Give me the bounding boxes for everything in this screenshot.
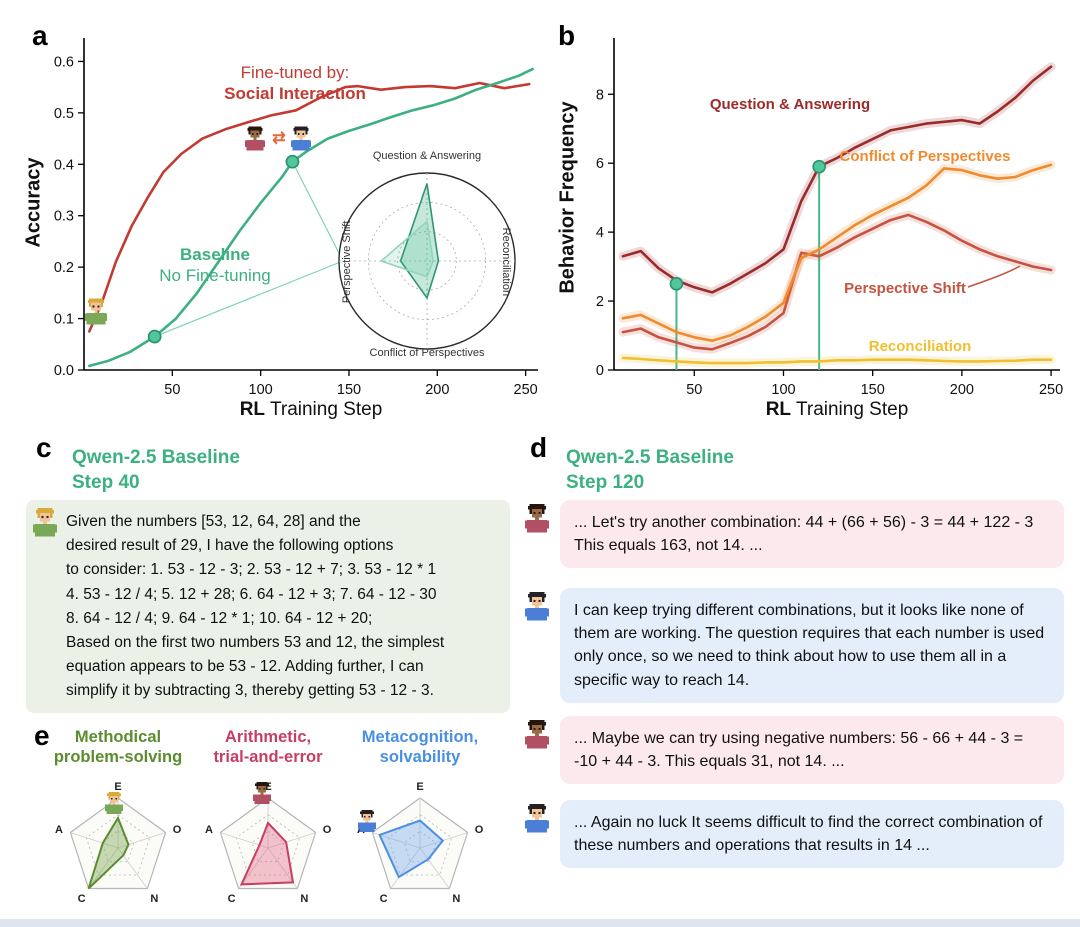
chat-bubble-4: ... Again no luck It seems difficult to …	[560, 800, 1064, 869]
avatar-blue-agent-icon	[524, 804, 550, 834]
transcript-step40: Given the numbers [53, 12, 64, 28] and t…	[26, 500, 510, 714]
svg-text:250: 250	[1039, 382, 1063, 398]
svg-text:A: A	[205, 824, 213, 836]
accuracy-chart: 50 100 150 200 250 0.0 0.1 0.2 0.3 0.4 0.5 0.6	[54, 38, 538, 398]
panel-d-label: d	[530, 432, 548, 463]
label-perspective-shift: Perspective Shift	[844, 280, 966, 297]
panel-a-xlabel-rest: Training Step	[265, 399, 383, 420]
svg-text:0.2: 0.2	[54, 260, 74, 276]
finetuned-line2: Social Interaction	[224, 84, 366, 104]
chat-bubble-1: ... Let's try another combination: 44 + …	[560, 500, 1064, 569]
radar-title-methodical: Methodical problem-solving	[53, 728, 183, 766]
chat-bubble-2: I can keep trying different combinations…	[560, 588, 1064, 703]
inset-axis-reconciliation: Reconciliation	[499, 227, 512, 297]
svg-text:0.3: 0.3	[54, 209, 74, 225]
radar-title-metacognition: Metacognition, solvability	[361, 728, 479, 766]
label-conflict-of-perspectives: Conflict of Perspectives	[839, 148, 1011, 165]
label-reconciliation: Reconciliation	[868, 338, 972, 355]
svg-text:0.1: 0.1	[54, 312, 74, 328]
svg-text:C: C	[78, 893, 86, 905]
svg-text:4: 4	[596, 225, 604, 241]
svg-text:0.0: 0.0	[54, 363, 74, 379]
svg-text:100: 100	[249, 382, 273, 398]
svg-text:O: O	[323, 824, 332, 836]
svg-text:0.5: 0.5	[54, 106, 74, 122]
svg-text:A: A	[55, 824, 63, 836]
avatar-brown-agent-icon	[252, 782, 272, 805]
svg-text:N: N	[150, 893, 158, 905]
inset-axis-conflict: Conflict of Perspectives	[369, 347, 485, 359]
svg-text:0.4: 0.4	[54, 157, 74, 173]
behavior-frequency-chart: 50 100 150 200 250 0 2 4 6 8	[596, 38, 1063, 398]
social-interaction-arrows-icon: ⇄	[272, 130, 286, 147]
svg-text:O: O	[173, 824, 182, 836]
radar-title-arithmetic: Arithmetic, trial-and-error	[213, 728, 323, 766]
label-question-answering: Question & Answering	[709, 96, 871, 113]
svg-text:C: C	[380, 893, 388, 905]
baseline-annotation: Baseline No Fine-tuning	[115, 244, 315, 287]
svg-text:150: 150	[337, 382, 361, 398]
panel-e-label: e	[34, 720, 50, 751]
panel-b-xlabel: RL Training Step	[737, 398, 937, 422]
svg-text:0: 0	[596, 363, 604, 379]
svg-text:250: 250	[514, 382, 538, 398]
svg-text:N: N	[300, 893, 308, 905]
baseline-line2: No Fine-tuning	[159, 266, 271, 286]
chat-bubble-3: ... Maybe we can try using negative numb…	[560, 716, 1064, 785]
svg-text:8: 8	[596, 87, 604, 103]
finetuned-annotation: Fine-tuned by: Social Interaction	[175, 62, 415, 105]
radar-chart-methodical: E O N C A	[55, 781, 182, 905]
panel-a-ylabel: Accuracy	[22, 157, 45, 248]
avatar-green-agent-icon	[32, 508, 58, 538]
avatar-brown-agent-icon	[524, 720, 550, 750]
avatar-green-agent-icon	[84, 298, 108, 326]
panel-a-xlabel-bold: RL	[239, 399, 266, 420]
panel-b-xlabel-bold: RL	[765, 399, 792, 420]
svg-text:E: E	[416, 781, 423, 793]
avatar-brown-agent-icon	[244, 126, 266, 152]
avatar-brown-agent-icon	[524, 504, 550, 534]
panel-c-label: c	[36, 432, 52, 463]
svg-text:50: 50	[686, 382, 702, 398]
svg-text:0.6: 0.6	[54, 54, 74, 70]
panel-b-label: b	[558, 20, 576, 51]
avatar-blue-agent-icon	[524, 592, 550, 622]
svg-text:2: 2	[596, 294, 604, 310]
svg-text:E: E	[114, 781, 121, 793]
svg-text:200: 200	[950, 382, 974, 398]
panel-d-title: Qwen-2.5 Baseline Step 120	[566, 447, 734, 493]
panel-c-title: Qwen-2.5 Baseline Step 40	[72, 447, 240, 493]
svg-text:150: 150	[861, 382, 885, 398]
svg-text:200: 200	[425, 382, 449, 398]
svg-text:E: E	[264, 781, 271, 793]
svg-text:O: O	[475, 824, 484, 836]
avatar-blue-agent-icon	[357, 810, 377, 833]
avatar-blue-agent-icon	[290, 126, 312, 152]
panel-b-ylabel: Behavior Frequency	[556, 101, 579, 294]
panel-b-xlabel-rest: Training Step	[791, 399, 909, 420]
inset-axis-perspective-shift: Perspective Shift	[341, 220, 354, 304]
radar-chart-arithmetic: E O N C A	[205, 781, 332, 905]
svg-text:6: 6	[596, 156, 604, 172]
svg-text:100: 100	[771, 382, 795, 398]
finetuned-line1: Fine-tuned by:	[240, 63, 350, 82]
bottom-strip	[0, 919, 1080, 927]
panel-a-label: a	[32, 20, 48, 51]
svg-text:C: C	[228, 893, 236, 905]
svg-text:50: 50	[164, 382, 180, 398]
svg-text:N: N	[452, 893, 460, 905]
avatar-green-agent-icon	[104, 792, 124, 815]
baseline-line1: Baseline	[180, 245, 250, 264]
panel-a-xlabel: RL Training Step	[211, 398, 411, 422]
inset-axis-question-answering: Question & Answering	[372, 150, 482, 162]
